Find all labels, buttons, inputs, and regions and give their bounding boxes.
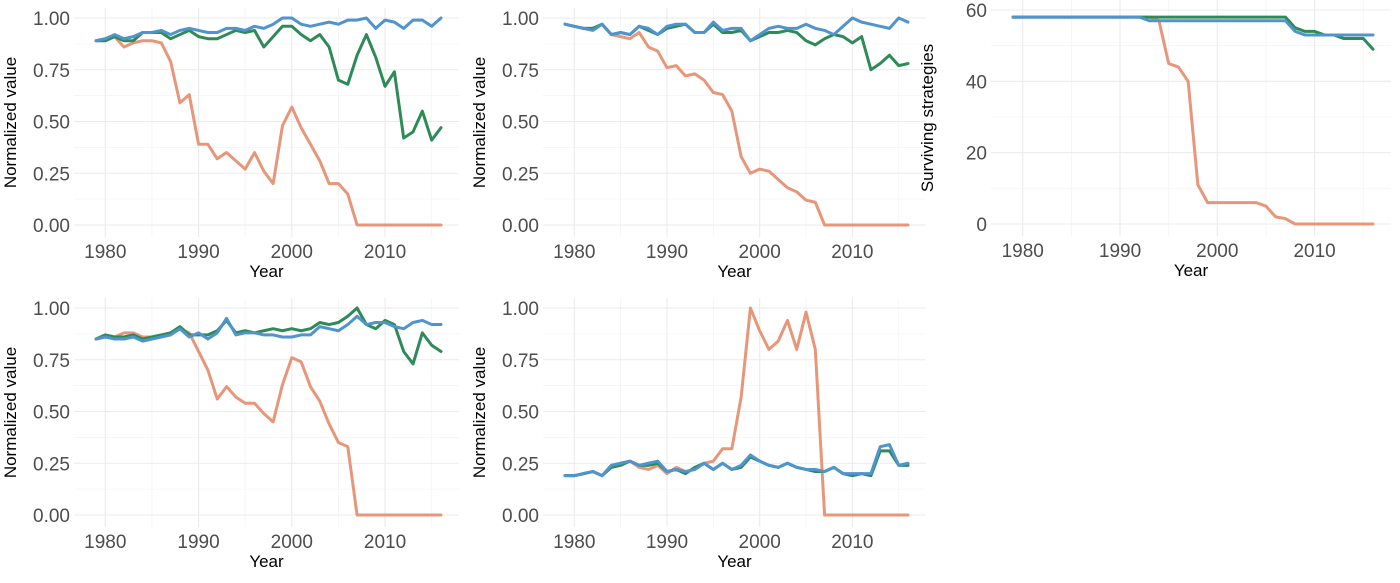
x-axis-title: Year: [249, 552, 284, 571]
y-tick-label: 0.00: [33, 216, 70, 237]
chart-panel-4: 0.00 0.25 0.50 0.75 1.00 1980 1990 2000 2010 Year…: [1, 298, 459, 571]
x-tick-label: 1980: [553, 242, 595, 263]
y-tick-label: 0.00: [502, 506, 539, 527]
x-axis-title: Year: [1174, 261, 1209, 280]
y-tick-label: 0.25: [33, 164, 70, 185]
x-tick-label: 1980: [553, 532, 595, 553]
y-tick-label: 60: [966, 1, 987, 22]
x-tick-label: 1980: [84, 532, 126, 553]
series-line-green: [563, 22, 910, 72]
y-tick-label: 0.50: [502, 403, 539, 424]
y-tick-label: 1.00: [33, 299, 70, 320]
x-tick-label: 1990: [177, 532, 219, 553]
y-axis-title: Surviving strategies: [918, 44, 937, 192]
series-line-green: [94, 24, 443, 142]
x-axis-title: Year: [717, 552, 752, 571]
y-tick-label: 0.50: [502, 113, 539, 134]
series-line-orange: [563, 22, 910, 227]
y-axis-title: Normalized value: [1, 57, 20, 188]
series-line-orange: [94, 327, 443, 517]
x-tick-label: 1980: [84, 242, 126, 263]
x-tick-label: 1980: [1002, 241, 1044, 262]
x-tick-label: 2000: [271, 242, 313, 263]
chart-panel-1: 0.00 0.25 0.50 0.75 1.00 1980 1990 2000 2010 Year…: [1, 8, 459, 281]
y-tick-label: 0.25: [502, 164, 539, 185]
y-tick-label: 0.25: [33, 454, 70, 475]
series-line-blue: [94, 16, 443, 43]
x-axis-title: Year: [249, 262, 284, 281]
x-tick-label: 1990: [1099, 241, 1141, 262]
series-line-blue: [563, 443, 910, 478]
x-tick-label: 2010: [364, 532, 406, 553]
y-tick-label: 0.75: [33, 351, 70, 372]
y-tick-label: 0.50: [33, 113, 70, 134]
y-axis-title: Normalized value: [470, 347, 489, 478]
series-line-orange: [1011, 15, 1375, 226]
y-tick-label: 20: [966, 144, 987, 165]
x-tick-label: 1990: [646, 532, 688, 553]
x-tick-label: 1990: [177, 242, 219, 263]
x-tick-label: 2010: [1293, 241, 1335, 262]
y-axis-title: Normalized value: [470, 57, 489, 188]
x-tick-label: 2010: [831, 242, 873, 263]
y-tick-label: 0.25: [502, 454, 539, 475]
y-tick-label: 0.00: [502, 216, 539, 237]
x-tick-label: 2000: [739, 532, 781, 553]
y-tick-label: 1.00: [502, 9, 539, 30]
series-line-blue: [1011, 15, 1375, 37]
x-axis-title: Year: [717, 262, 752, 281]
series-line-blue: [94, 314, 443, 343]
y-tick-label: 0: [976, 215, 987, 236]
x-tick-label: 2010: [831, 532, 873, 553]
x-tick-label: 2010: [364, 242, 406, 263]
chart-panel-2: 0.00 0.25 0.50 0.75 1.00 1980 1990 2000 2010 Year…: [470, 8, 926, 281]
x-tick-label: 2000: [739, 242, 781, 263]
y-axis-title: Normalized value: [1, 347, 20, 478]
x-tick-label: 2000: [271, 532, 313, 553]
series-line-orange: [94, 35, 443, 227]
y-tick-label: 40: [966, 72, 987, 93]
x-tick-label: 1990: [646, 242, 688, 263]
y-tick-label: 1.00: [502, 299, 539, 320]
chart-panel-3: 0 20 40 60 1980 1990 2000 2010 Year Surviving str…: [918, 0, 1391, 280]
y-tick-label: 0.75: [33, 61, 70, 82]
x-tick-label: 2000: [1196, 241, 1238, 262]
y-tick-label: 0.75: [502, 351, 539, 372]
series-line-blue: [563, 16, 910, 43]
y-tick-label: 0.75: [502, 61, 539, 82]
chart-panel-5: 0.00 0.25 0.50 0.75 1.00 1980 1990 2000 2010 Year…: [470, 298, 926, 571]
y-tick-label: 1.00: [33, 9, 70, 30]
y-tick-label: 0.50: [33, 403, 70, 424]
y-tick-label: 0.00: [33, 506, 70, 527]
